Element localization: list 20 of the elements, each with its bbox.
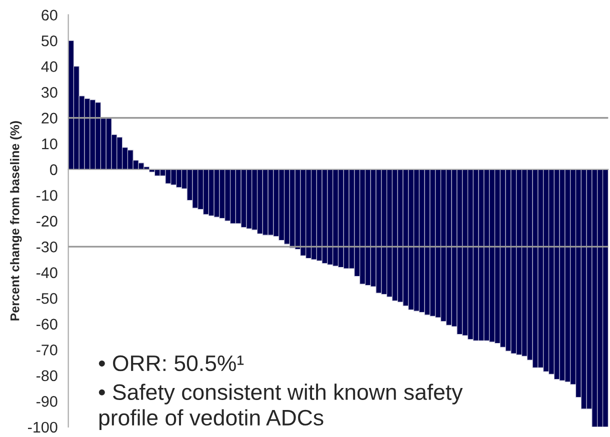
y-tick-label: -20	[36, 216, 58, 227]
y-tick-label: 0	[50, 164, 58, 176]
y-axis-title: Percent change from baseline (%)	[10, 121, 22, 320]
y-tick-label: -10	[36, 190, 58, 201]
y-tick-label: -40	[36, 267, 58, 278]
y-tick-label: 10	[42, 138, 58, 150]
y-tick-label: 20	[42, 112, 58, 124]
y-tick-label: -80	[36, 370, 58, 382]
y-tick-label: -60	[36, 318, 58, 330]
y-tick-label: 30	[41, 86, 58, 98]
y-tick-label: -100	[28, 422, 58, 433]
y-tick-label: 40	[41, 61, 58, 72]
y-tick-label: 50	[42, 35, 58, 46]
y-tick-label: 60	[42, 10, 58, 21]
y-tick-label: -70	[36, 344, 58, 356]
y-tick-label: -50	[36, 293, 58, 304]
y-tick-label: -90	[36, 396, 58, 407]
annotation: • Safety consistent with known safety profile of vedotin ADCs	[98, 384, 463, 430]
y-tick-label: -30	[36, 242, 58, 252]
annotation: • ORR: 50.5%¹	[98, 355, 244, 372]
